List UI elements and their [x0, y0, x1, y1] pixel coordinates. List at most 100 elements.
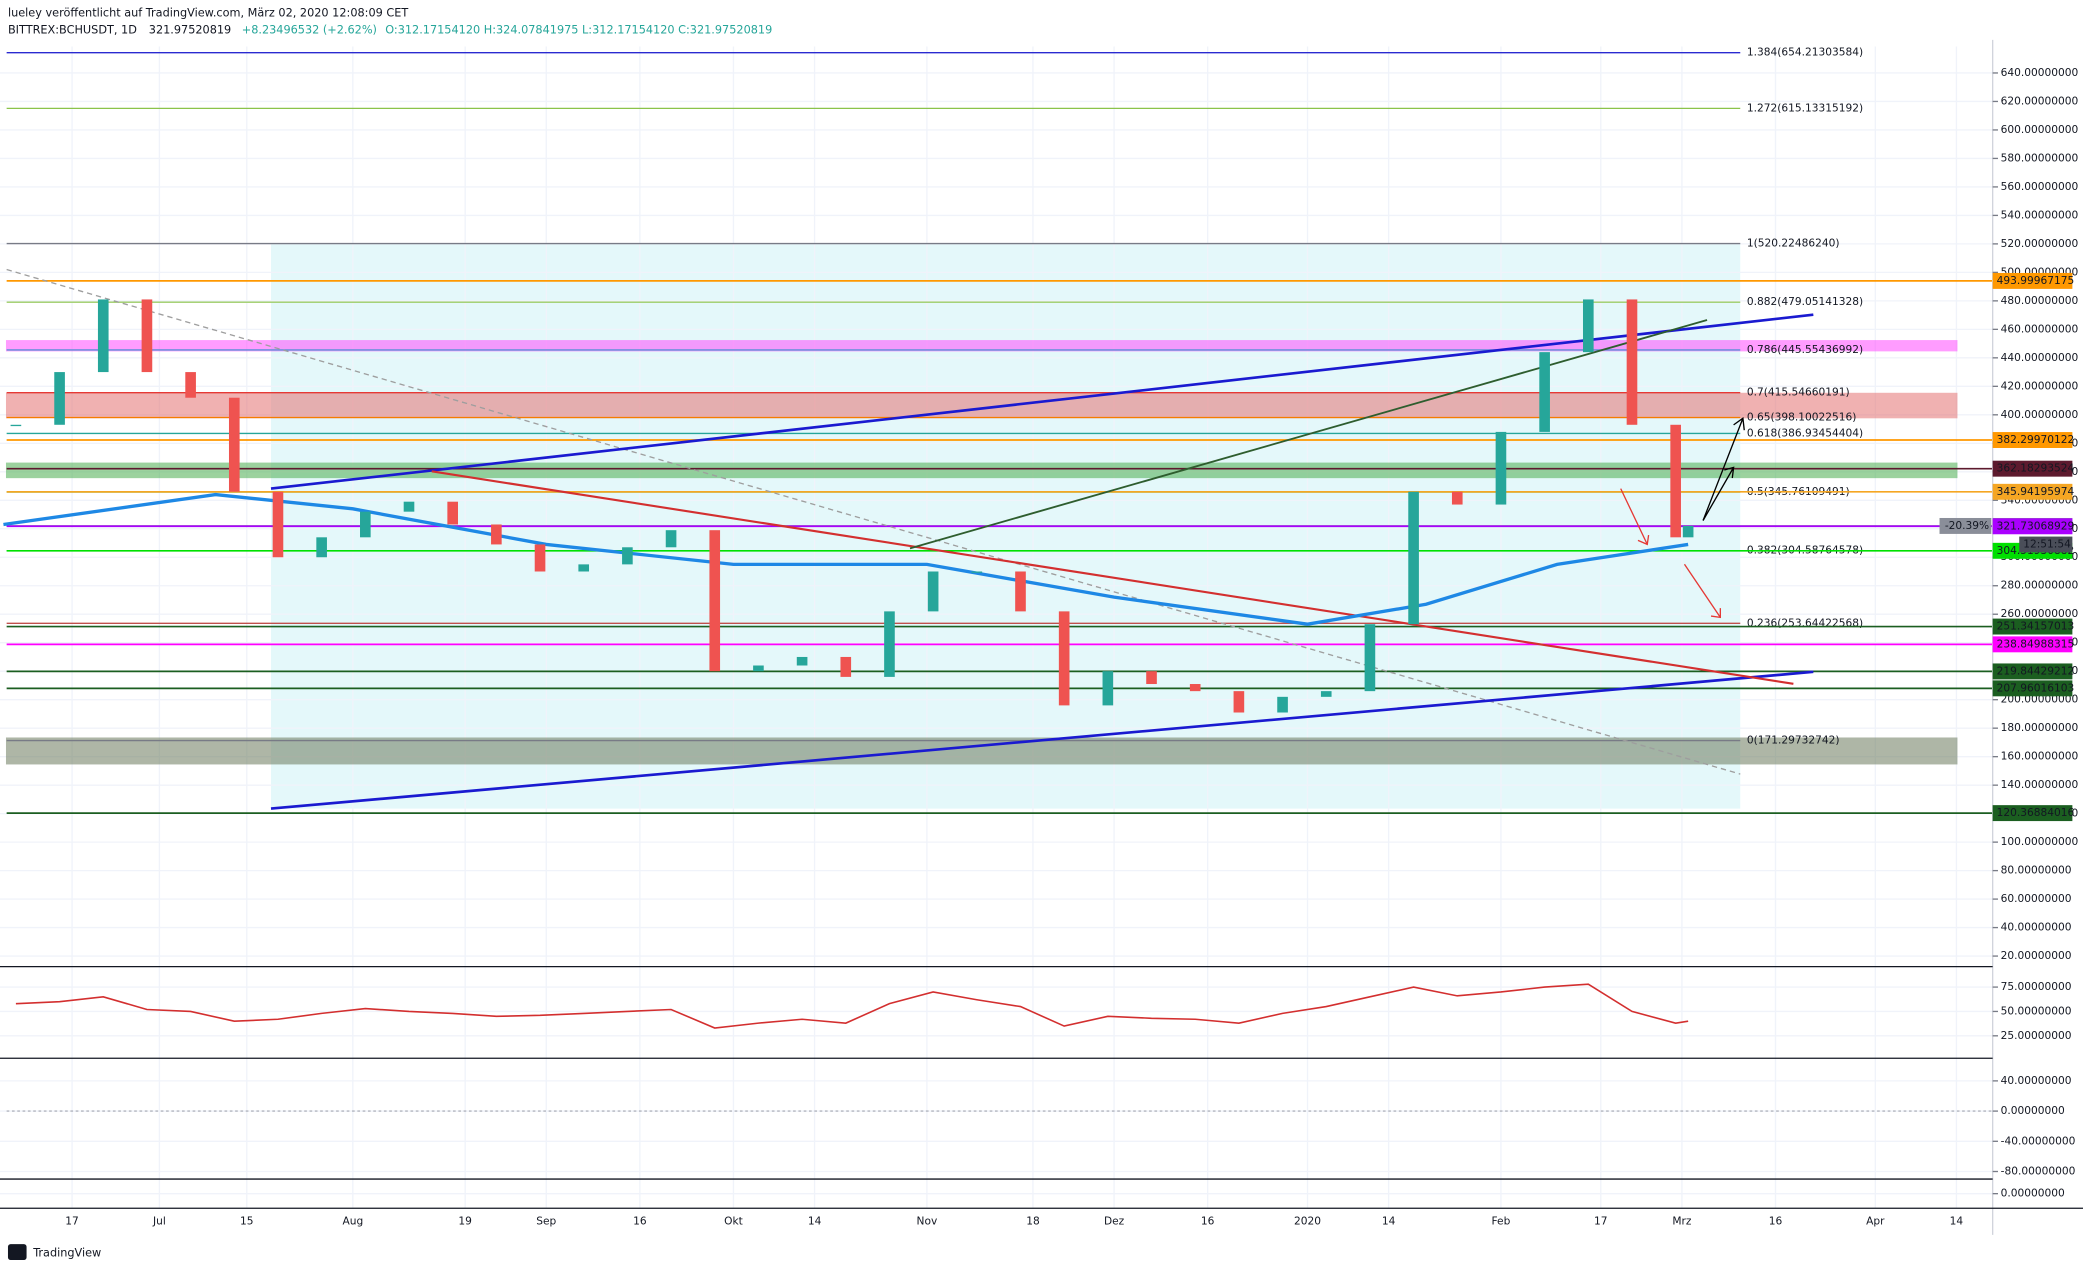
y-tick-label: 280.00000000	[2001, 579, 2079, 592]
y-tick-label: 600.00000000	[2001, 123, 2079, 136]
y-tick-label: 580.00000000	[2001, 151, 2079, 164]
brand[interactable]: TradingView	[32, 1246, 101, 1259]
y-tick-label: 60.00000000	[2001, 892, 2072, 905]
moving-average	[3, 492, 1689, 626]
price-tag	[1992, 460, 2073, 477]
x-tick-label: 16	[633, 1215, 647, 1228]
candle	[1320, 691, 1332, 697]
x-tick-label: Aug	[342, 1215, 363, 1228]
countdown-tag	[2019, 536, 2073, 553]
fib-label: 1.384(654.21303584)	[1747, 46, 1863, 59]
candle	[447, 501, 458, 525]
candle	[97, 299, 109, 373]
y-tick-label: 75.00000000	[2001, 980, 2072, 993]
fib-label: 0.65(398.10022516)	[1747, 411, 1857, 424]
candle	[1626, 299, 1638, 425]
y-tick-label: -40.00000000	[2001, 1134, 2076, 1147]
y-tick-label: 180.00000000	[2001, 721, 2079, 734]
y-tick-label: 560.00000000	[2001, 180, 2079, 193]
price-tag-label: 238.84988315	[1997, 637, 2075, 650]
fib-label: 0.882(479.05141328)	[1747, 295, 1863, 308]
x-tick-label: 14	[1950, 1215, 1964, 1228]
x-tick-label: 2020	[1294, 1215, 1321, 1228]
candle	[272, 491, 284, 558]
last-price: 321.97520819	[149, 24, 231, 37]
candle	[927, 571, 939, 612]
symbol: BITTREX:BCHUSDT, 1D	[8, 24, 137, 37]
candle	[1539, 352, 1550, 432]
candle	[1233, 691, 1245, 713]
y-tick-label: 420.00000000	[2001, 379, 2079, 392]
x-tick-label: Nov	[917, 1215, 938, 1228]
axes: 20.00000000 40.00000000 60.00000000 80.0000…	[0, 39, 2083, 1235]
countdown: 12:51:54	[2023, 538, 2071, 551]
candle	[534, 544, 546, 572]
x-tick-label: 15	[240, 1215, 254, 1228]
change: +8.23496532 (+2.62%)	[242, 24, 377, 37]
candle	[884, 611, 895, 677]
y-tick-label: 460.00000000	[2001, 322, 2079, 335]
trend-line	[6, 268, 1741, 775]
candle	[1146, 671, 1157, 685]
candle	[491, 524, 502, 545]
x-tick-label: 17	[1594, 1215, 1608, 1228]
x-tick-label: Mrz	[1672, 1215, 1692, 1228]
y-tick-label: 540.00000000	[2001, 208, 2079, 221]
trend-line	[270, 313, 1814, 490]
fib-label: 1.272(615.13315192)	[1747, 101, 1863, 114]
price-tag	[1992, 663, 2073, 680]
price-tag-label: 382.29970122	[1997, 433, 2075, 446]
candle	[1670, 424, 1681, 538]
candle	[1582, 299, 1594, 353]
rsi-line	[15, 983, 1689, 1029]
zone	[5, 340, 1958, 352]
candle	[753, 665, 764, 672]
candle	[1495, 431, 1507, 505]
fib-label: 0.618(386.93454404)	[1747, 426, 1863, 439]
candle	[1015, 571, 1026, 612]
y-tick-label: 160.00000000	[2001, 750, 2079, 763]
candle	[10, 424, 22, 427]
candle	[403, 501, 415, 512]
price-tag	[1992, 680, 2073, 697]
y-tick-label: 440.00000000	[2001, 351, 2079, 364]
candle	[1364, 624, 1376, 692]
fib-label: 0.7(415.54660191)	[1747, 386, 1850, 399]
trend-line	[431, 470, 1794, 685]
y-tick-label: 40.00000000	[2001, 1074, 2072, 1087]
fib-label: 0(171.29732742)	[1747, 734, 1840, 747]
marks	[3, 299, 1993, 1112]
trend-line	[909, 319, 1708, 550]
x-tick-label: Sep	[536, 1215, 556, 1228]
ohlc: O:312.17154120 H:324.07841975 L:312.1715…	[385, 24, 772, 37]
arrow	[1620, 488, 1650, 546]
y-tick-label: 640.00000000	[2001, 66, 2079, 79]
candle	[1682, 525, 1694, 538]
x-tick-label: 14	[808, 1215, 822, 1228]
x-tick-label: 19	[458, 1215, 472, 1228]
x-tick-label: 16	[1201, 1215, 1215, 1228]
zone	[5, 737, 1958, 765]
candle	[1277, 696, 1288, 713]
x-tick-label: Dez	[1104, 1215, 1125, 1228]
x-tick-label: 18	[1026, 1215, 1040, 1228]
x-tick-label: Feb	[1492, 1215, 1511, 1228]
price-tag	[1992, 272, 2073, 289]
candle	[971, 571, 983, 573]
y-tick-label: 480.00000000	[2001, 294, 2079, 307]
y-tick-label: 520.00000000	[2001, 237, 2079, 250]
price-tag	[1992, 483, 2073, 500]
logo[interactable]	[7, 1244, 27, 1261]
candle	[578, 564, 590, 572]
candle	[185, 372, 196, 398]
fib-label: 0.786(445.55436992)	[1747, 343, 1863, 356]
price-tag-label: 345.94195974	[1997, 485, 2075, 498]
y-tick-label: 400.00000000	[2001, 408, 2079, 421]
y-tick-label: -80.00000000	[2001, 1165, 2076, 1178]
candle	[1451, 491, 1463, 505]
change-label: -20.39%	[1945, 519, 1989, 532]
price-tag	[1992, 618, 2073, 635]
zone	[5, 462, 1958, 479]
price-tag-label: 251.34157013	[1997, 620, 2075, 633]
